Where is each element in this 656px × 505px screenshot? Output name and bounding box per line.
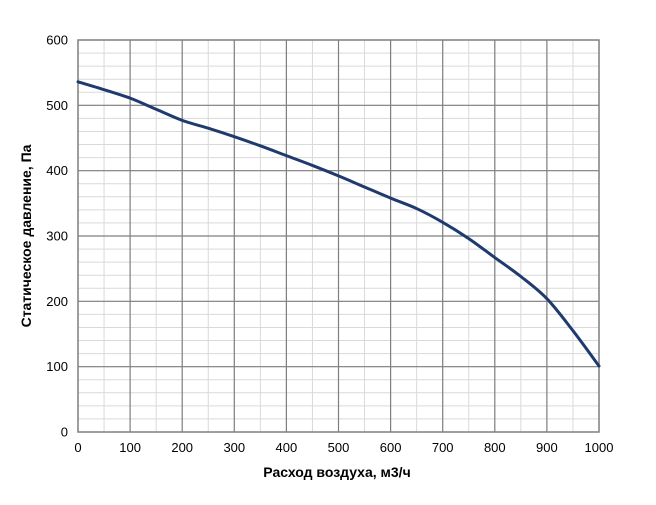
x-tick-label: 1000 <box>585 440 614 455</box>
x-axis-title: Расход воздуха, м3/ч <box>263 464 410 480</box>
x-tick-label: 900 <box>536 440 558 455</box>
x-tick-labels: 0 100 200 300 400 500 600 700 800 900 1000 <box>74 440 613 455</box>
y-axis-title: Статическое давление, Па <box>18 144 34 327</box>
y-tick-label: 600 <box>46 33 68 48</box>
y-tick-labels: 0 100 200 300 400 500 600 <box>46 33 68 440</box>
series-layer <box>76 80 601 368</box>
x-tick-label: 600 <box>380 440 402 455</box>
y-tick-label: 200 <box>46 294 68 309</box>
x-tick-label: 200 <box>171 440 193 455</box>
x-tick-label: 400 <box>276 440 298 455</box>
major-grid <box>78 40 599 432</box>
y-tick-label: 0 <box>61 425 68 440</box>
x-tick-label: 0 <box>74 440 81 455</box>
x-tick-label: 100 <box>119 440 141 455</box>
y-tick-label: 400 <box>46 163 68 178</box>
x-tick-label: 500 <box>328 440 350 455</box>
y-tick-label: 500 <box>46 98 68 113</box>
series-line <box>76 80 601 368</box>
plot-frame <box>77 39 600 433</box>
x-tick-label: 800 <box>484 440 506 455</box>
y-tick-label: 100 <box>46 359 68 374</box>
y-tick-label: 300 <box>46 229 68 244</box>
x-tick-label: 300 <box>223 440 245 455</box>
x-tick-label: 700 <box>432 440 454 455</box>
